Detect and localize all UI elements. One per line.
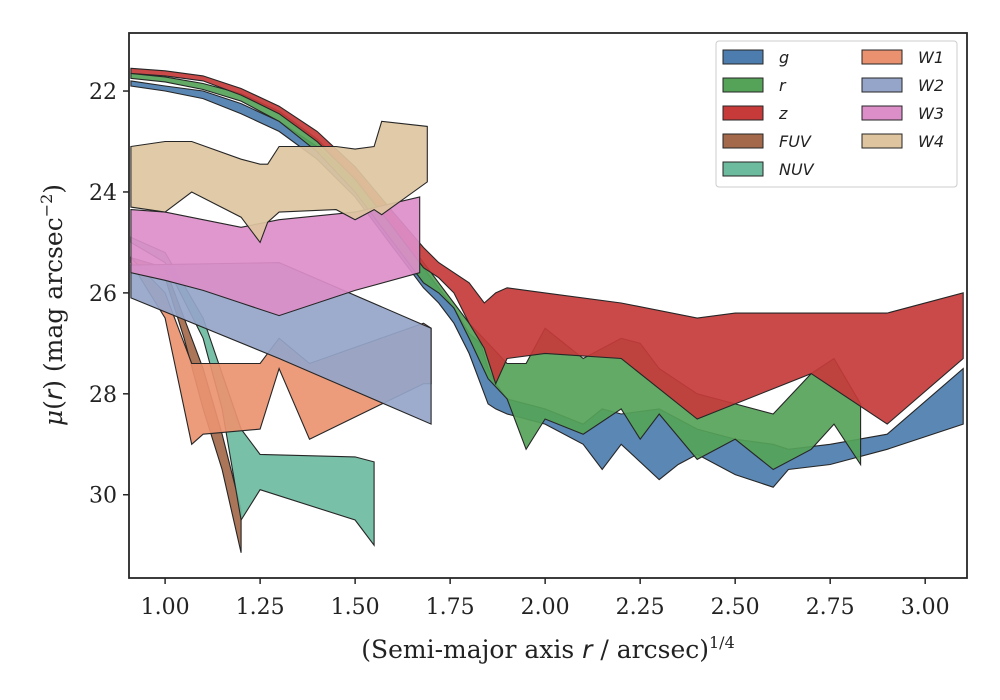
bands-layer xyxy=(130,67,964,553)
x-tick-label: 2.75 xyxy=(806,595,855,620)
x-tick-label: 1.75 xyxy=(426,595,475,620)
legend-label-fuv: FUV xyxy=(779,132,812,151)
x-tick-label: 1.25 xyxy=(236,595,285,620)
x-tick-label: 1.00 xyxy=(141,595,190,620)
x-tick-label: 2.00 xyxy=(521,595,570,620)
legend-label-nuv: NUV xyxy=(779,160,815,179)
legend-label-r: r xyxy=(779,76,787,95)
y-tick-label: 24 xyxy=(89,181,117,206)
band-w3 xyxy=(130,196,421,317)
legend-swatch-nuv xyxy=(722,161,764,177)
legend-label-g: g xyxy=(779,48,789,67)
x-tick-label: 3.00 xyxy=(901,595,950,620)
plot-frame xyxy=(128,32,968,579)
x-axis-title: (Semi-major axis r / arcsec)1/4 xyxy=(361,633,735,664)
x-tick-label: 2.50 xyxy=(711,595,760,620)
y-tick-label: 30 xyxy=(89,484,117,509)
axes-layer xyxy=(123,32,968,584)
x-tick-label: 2.25 xyxy=(616,595,665,620)
y-tick-label: 26 xyxy=(89,282,117,307)
band-w4 xyxy=(130,120,428,244)
legend-swatch-w4 xyxy=(861,133,903,149)
legend-swatch-w1 xyxy=(861,49,903,65)
legend-swatch-g xyxy=(722,49,764,65)
y-tick-label: 22 xyxy=(89,80,117,105)
y-tick-label: 28 xyxy=(89,383,117,408)
legend-label-w4: W4 xyxy=(918,132,944,151)
legend-swatch-r xyxy=(722,77,764,93)
legend-label-w2: W2 xyxy=(918,76,944,95)
legend-swatch-fuv xyxy=(722,133,764,149)
legend-swatch-z xyxy=(722,105,764,121)
legend-label-w1: W1 xyxy=(918,48,944,67)
legend-swatch-w2 xyxy=(861,77,903,93)
legend-label-z: z xyxy=(778,104,788,123)
legend-swatch-w3 xyxy=(861,105,903,121)
legend: grz FUV NUV W1 W2 W3 W4 xyxy=(715,40,958,188)
legend-label-w3: W3 xyxy=(918,104,944,123)
x-tick-label: 1.50 xyxy=(331,595,380,620)
y-axis-title: μ(r) (mag arcsec−2) xyxy=(37,184,68,426)
tick-labels-layer: 1.00 1.25 1.50 1.75 2.00 2.25 2.50 2.75 3.00 22 24… xyxy=(89,80,950,620)
